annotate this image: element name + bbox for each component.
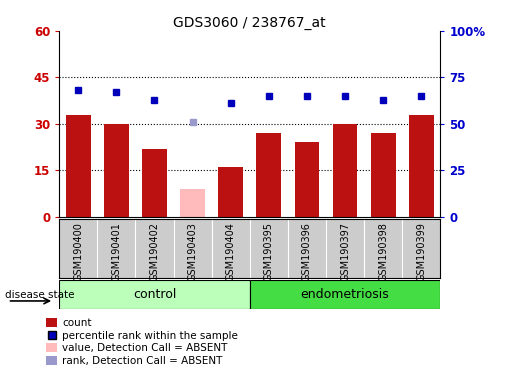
Legend: count, percentile rank within the sample, value, Detection Call = ABSENT, rank, : count, percentile rank within the sample… — [46, 318, 238, 366]
Bar — [250, 280, 440, 309]
Bar — [180, 189, 205, 217]
Text: GSM190400: GSM190400 — [73, 222, 83, 281]
Bar — [104, 124, 129, 217]
Text: control: control — [133, 288, 176, 301]
Bar — [371, 133, 396, 217]
Text: GSM190403: GSM190403 — [187, 222, 198, 281]
Text: GSM190401: GSM190401 — [111, 222, 122, 281]
Bar — [256, 133, 281, 217]
Bar — [409, 114, 434, 217]
Bar — [295, 142, 319, 217]
Text: GSM190396: GSM190396 — [302, 222, 312, 281]
Bar — [59, 280, 250, 309]
Text: disease state: disease state — [5, 290, 75, 300]
Text: GSM190398: GSM190398 — [378, 222, 388, 281]
Text: endometriosis: endometriosis — [301, 288, 389, 301]
Text: GSM190395: GSM190395 — [264, 222, 274, 281]
Text: GSM190402: GSM190402 — [149, 222, 160, 281]
Bar — [142, 149, 167, 217]
Bar — [66, 114, 91, 217]
Bar — [333, 124, 357, 217]
Text: GSM190397: GSM190397 — [340, 222, 350, 281]
Text: GSM190399: GSM190399 — [416, 222, 426, 281]
Text: GSM190404: GSM190404 — [226, 222, 236, 281]
Bar — [218, 167, 243, 217]
Title: GDS3060 / 238767_at: GDS3060 / 238767_at — [174, 16, 326, 30]
